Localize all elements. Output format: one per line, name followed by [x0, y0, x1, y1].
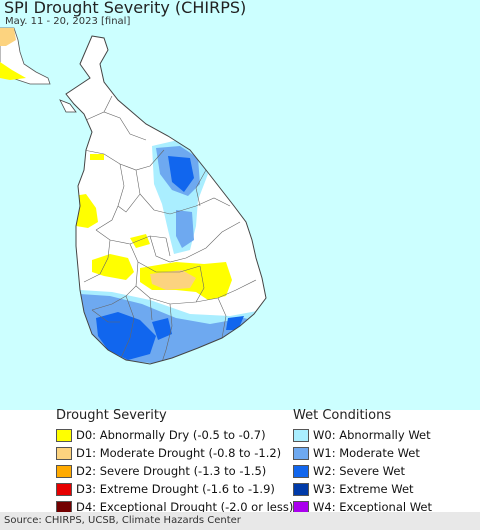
dry-patch-north: [90, 154, 104, 160]
wet-patch-south-severe: [96, 312, 156, 360]
wet-patch-east-moderate-2: [176, 210, 194, 248]
legend-swatch: [293, 464, 309, 478]
legend-label: D1: Moderate Drought (-0.8 to -1.2): [76, 446, 282, 460]
legend-item-d2: D2: Severe Drought (-1.3 to -1.5): [56, 463, 293, 479]
district-boundaries: [83, 95, 257, 363]
map-title: SPI Drought Severity (CHIRPS): [4, 0, 247, 17]
legend-label: D0: Abnormally Dry (-0.5 to -0.7): [76, 428, 266, 442]
map-subtitle: May. 11 - 20, 2023 [final]: [5, 16, 131, 27]
wet-legend: W0: Abnormally Wet W1: Moderate Wet W2: …: [293, 427, 432, 517]
legend-swatch: [293, 428, 309, 442]
india-dry-patch-2: [0, 62, 26, 80]
legend-label: W0: Abnormally Wet: [313, 428, 431, 442]
legend-item-w0: W0: Abnormally Wet: [293, 427, 432, 443]
source-credit: Source: CHIRPS, UCSB, Climate Hazards Ce…: [0, 512, 480, 530]
legend-label: W4: Exceptional Wet: [313, 500, 432, 514]
moderate-drought-patch: [150, 270, 196, 290]
legend-label: D2: Severe Drought (-1.3 to -1.5): [76, 464, 267, 478]
map-area: SPI Drought Severity (CHIRPS) May. 11 - …: [0, 0, 480, 410]
legend-swatch: [56, 428, 72, 442]
legend-item-d1: D1: Moderate Drought (-0.8 to -1.2): [56, 445, 293, 461]
legend-item-d4: D4: Exceptional Drought (-2.0 or less): [56, 499, 293, 515]
wet-patch-south-severe-2: [152, 318, 172, 340]
wet-legend-heading: Wet Conditions: [293, 408, 392, 423]
legend-item-d0: D0: Abnormally Dry (-0.5 to -0.7): [56, 427, 293, 443]
island-outline: [65, 35, 267, 365]
legend-swatch: [293, 446, 309, 460]
sri-lanka-map: [0, 27, 267, 365]
india-dry-patch: [0, 28, 16, 46]
legend-item-w1: W1: Moderate Wet: [293, 445, 432, 461]
dry-patch-central: [92, 254, 134, 280]
legend-label: W2: Severe Wet: [313, 464, 405, 478]
legend-swatch: [293, 482, 309, 496]
dry-patch-mid: [130, 234, 150, 248]
legend-label: D4: Exceptional Drought (-2.0 or less): [76, 500, 294, 514]
mannar-island: [59, 99, 77, 113]
drought-legend: D0: Abnormally Dry (-0.5 to -0.7) D1: Mo…: [56, 427, 293, 517]
legend-swatch: [56, 482, 72, 496]
drought-legend-heading: Drought Severity: [56, 408, 167, 423]
legend-label: W1: Moderate Wet: [313, 446, 420, 460]
legend-label: D3: Extreme Drought (-1.6 to -1.9): [76, 482, 275, 496]
legend-swatch: [56, 446, 72, 460]
legend-label: W3: Extreme Wet: [313, 482, 414, 496]
wet-patch-east-severe: [168, 156, 194, 192]
legend-item-d3: D3: Extreme Drought (-1.6 to -1.9): [56, 481, 293, 497]
legend-item-w3: W3: Extreme Wet: [293, 481, 432, 497]
legend-swatch: [56, 464, 72, 478]
legend-item-w4: W4: Exceptional Wet: [293, 499, 432, 515]
legend-item-w2: W2: Severe Wet: [293, 463, 432, 479]
